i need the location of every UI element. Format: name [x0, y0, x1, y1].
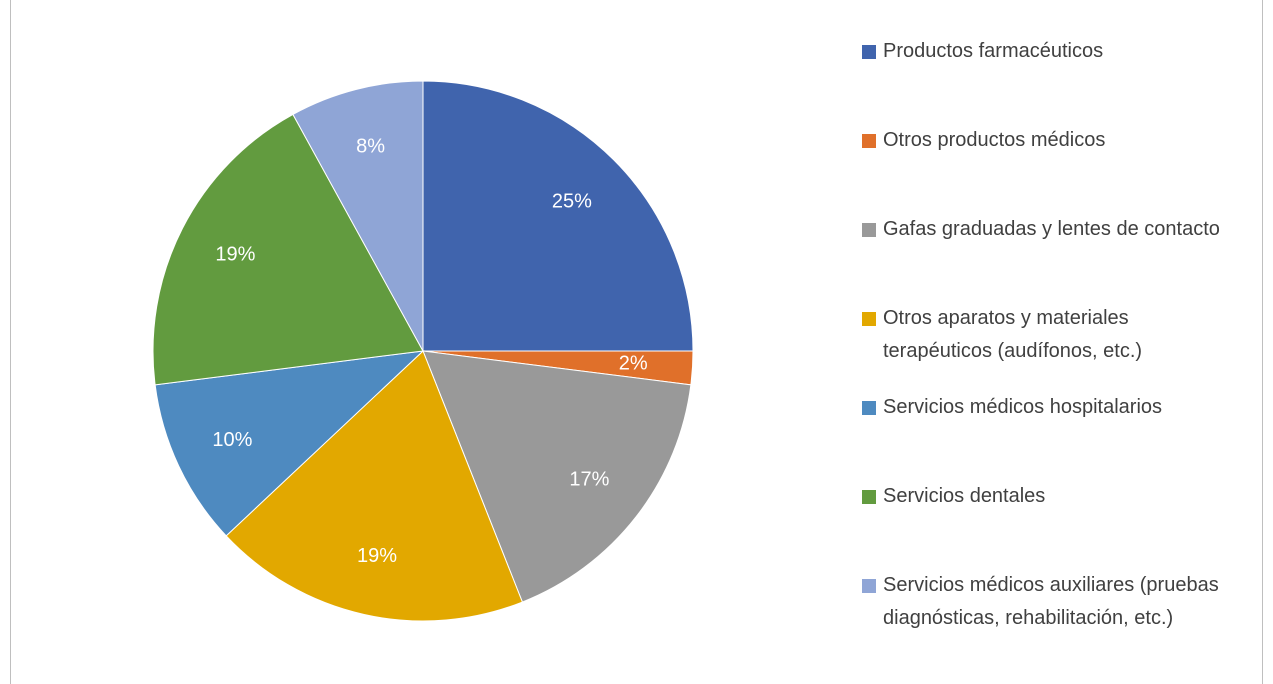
legend-label: Servicios médicos hospitalarios	[883, 396, 1163, 418]
pie-slice	[422, 80, 694, 352]
pie-slice	[152, 113, 424, 386]
legend-swatch	[862, 45, 876, 59]
legend-swatch	[862, 312, 876, 326]
legend-swatch	[862, 134, 876, 148]
legend-swatch	[862, 490, 876, 504]
pie-slice	[154, 350, 425, 537]
legend-label: Otros productos médicos	[883, 129, 1106, 151]
legend-label: Otros aparatos y materiales terapéuticos…	[883, 307, 1143, 362]
pie-label: 19%	[357, 545, 397, 567]
pie-label: 10%	[212, 429, 252, 451]
legend-swatch	[862, 579, 876, 593]
pie-label: 19%	[215, 244, 255, 266]
legend-label: Gafas graduadas y lentes de contacto	[883, 218, 1220, 240]
legend-swatch	[862, 401, 876, 415]
pie-label: 2%	[619, 353, 648, 375]
legend-label: Servicios dentales	[883, 485, 1046, 507]
pie-slice	[225, 350, 524, 622]
pie-label: 8%	[356, 135, 385, 157]
legend-swatch	[862, 223, 876, 237]
pie-slice	[292, 80, 424, 352]
pie-label: 17%	[569, 468, 609, 490]
pie-slice	[422, 350, 692, 603]
legend-label: Servicios médicos auxiliares (pruebas di…	[883, 574, 1219, 629]
legend-label: Productos farmacéuticos	[883, 40, 1104, 62]
chart-border	[10, 0, 1263, 684]
pie-label: 25%	[552, 190, 592, 212]
